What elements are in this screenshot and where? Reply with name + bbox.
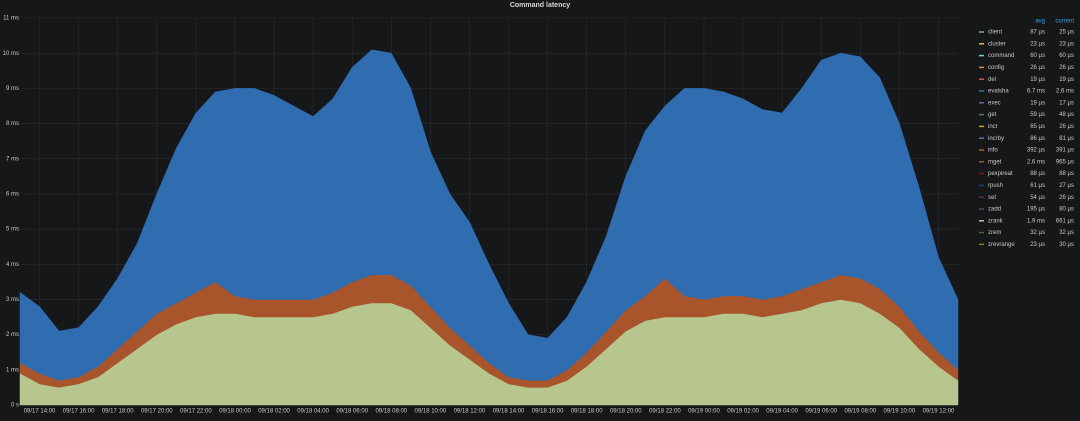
legend-name: zadd — [988, 207, 1001, 213]
legend-name: rpush — [988, 183, 1003, 189]
legend-avg: 54 µs — [1030, 195, 1045, 201]
legend-avg: 19 µs — [1030, 77, 1045, 83]
x-tick-label: 09/17 14:00 — [24, 409, 56, 415]
x-tick-label: 09/19 06:00 — [805, 409, 837, 415]
chart-title: Command latency — [510, 2, 570, 9]
x-tick-label: 09/18 16:00 — [532, 409, 564, 415]
area — [19, 49, 959, 381]
legend-current: 26 µs — [1059, 124, 1074, 130]
x-tick-label: 09/18 12:00 — [454, 409, 486, 415]
y-tick-label: 3 ms — [6, 297, 19, 303]
legend-avg: 61 µs — [1030, 183, 1045, 189]
legend-name: zrem — [988, 230, 1001, 236]
legend-name: info — [988, 148, 998, 154]
x-tick-label: 09/18 22:00 — [649, 409, 681, 415]
x-tick-label: 09/19 00:00 — [688, 409, 720, 415]
x-tick-label: 09/18 04:00 — [297, 409, 329, 415]
legend-name: cluster — [988, 41, 1006, 47]
legend-name: incr — [988, 124, 998, 130]
y-tick-label: 9 ms — [6, 86, 19, 92]
y-tick-label: 0 s — [11, 403, 19, 409]
y-tick-label: 5 ms — [6, 227, 19, 233]
legend-current: 23 µs — [1059, 41, 1074, 47]
legend-current: 391 µs — [1056, 148, 1074, 154]
legend-name: zrevrange — [988, 242, 1015, 248]
y-tick-label: 1 ms — [6, 367, 19, 373]
legend-name: del — [988, 77, 996, 83]
legend-avg: 60 µs — [1030, 53, 1045, 59]
y-tick-label: 6 ms — [6, 191, 19, 197]
legend-avg: 87 µs — [1030, 30, 1045, 36]
x-tick-label: 09/19 12:00 — [923, 409, 955, 415]
y-tick-label: 10 ms — [3, 51, 19, 57]
y-tick-label: 2 ms — [6, 332, 19, 338]
x-tick-label: 09/19 02:00 — [727, 409, 759, 415]
y-tick-label: 7 ms — [6, 156, 19, 162]
legend-current: 30 µs — [1059, 242, 1074, 248]
legend-current: 661 µs — [1056, 218, 1074, 224]
legend-name: mget — [988, 159, 1002, 165]
x-tick-label: 09/17 22:00 — [180, 409, 212, 415]
legend-header: avg — [1035, 19, 1045, 25]
legend-avg: 26 µs — [1030, 65, 1045, 71]
legend-current: 19 µs — [1059, 77, 1074, 83]
x-tick-label: 09/18 02:00 — [258, 409, 290, 415]
y-tick-label: 11 ms — [3, 16, 19, 22]
legend-avg: 2.6 ms — [1027, 159, 1045, 165]
legend-name: client — [988, 30, 1002, 36]
legend-name: command — [988, 53, 1014, 59]
legend-current: 2.6 ms — [1056, 89, 1074, 95]
legend-avg: 23 µs — [1030, 242, 1045, 248]
legend-name: exec — [988, 100, 1001, 106]
legend-avg: 6.7 ms — [1027, 89, 1045, 95]
legend-avg: 23 µs — [1030, 41, 1045, 47]
x-tick-label: 09/17 16:00 — [63, 409, 95, 415]
x-tick-label: 09/18 06:00 — [336, 409, 368, 415]
legend-name: incrby — [988, 136, 1004, 142]
legend-current: 48 µs — [1059, 112, 1074, 118]
legend-avg: 59 µs — [1030, 112, 1045, 118]
x-tick-label: 09/19 08:00 — [844, 409, 876, 415]
legend-current: 81 µs — [1059, 136, 1074, 142]
legend-current: 965 µs — [1056, 159, 1074, 165]
legend-name: set — [988, 195, 996, 201]
legend-name: config — [988, 65, 1004, 71]
legend-avg: 195 µs — [1027, 207, 1045, 213]
legend-current: 60 µs — [1059, 53, 1074, 59]
legend-current: 26 µs — [1059, 195, 1074, 201]
legend-current: 26 µs — [1059, 65, 1074, 71]
x-tick-label: 09/19 04:00 — [766, 409, 798, 415]
x-tick-label: 09/17 18:00 — [102, 409, 134, 415]
legend-current: 17 µs — [1059, 100, 1074, 106]
x-tick-label: 09/17 20:00 — [141, 409, 173, 415]
legend-current: 32 µs — [1059, 230, 1074, 236]
x-tick-label: 09/18 20:00 — [610, 409, 642, 415]
legend-avg: 88 µs — [1030, 171, 1045, 177]
legend-avg: 65 µs — [1030, 124, 1045, 130]
y-tick-label: 4 ms — [6, 262, 19, 268]
legend-name: evalsha — [988, 89, 1009, 95]
legend-current: 80 µs — [1059, 207, 1074, 213]
legend-current: 25 µs — [1059, 30, 1074, 36]
legend-current: 88 µs — [1059, 171, 1074, 177]
legend-header: current — [1055, 19, 1074, 25]
legend-name: get — [988, 112, 997, 118]
legend-name: pexpireat — [988, 171, 1013, 177]
x-tick-label: 09/18 10:00 — [415, 409, 447, 415]
legend-current: 27 µs — [1059, 183, 1074, 189]
x-tick-label: 09/18 08:00 — [375, 409, 407, 415]
legend-name: zrank — [988, 218, 1004, 224]
legend-avg: 32 µs — [1030, 230, 1045, 236]
x-tick-label: 09/18 18:00 — [571, 409, 603, 415]
legend-avg: 19 µs — [1030, 100, 1045, 106]
x-tick-label: 09/19 10:00 — [884, 409, 916, 415]
x-tick-label: 09/18 14:00 — [493, 409, 525, 415]
legend-avg: 1.9 ms — [1027, 218, 1045, 224]
legend-avg: 86 µs — [1030, 136, 1045, 142]
x-tick-label: 09/18 00:00 — [219, 409, 251, 415]
y-tick-label: 8 ms — [6, 121, 19, 127]
legend-avg: 392 µs — [1027, 148, 1045, 154]
